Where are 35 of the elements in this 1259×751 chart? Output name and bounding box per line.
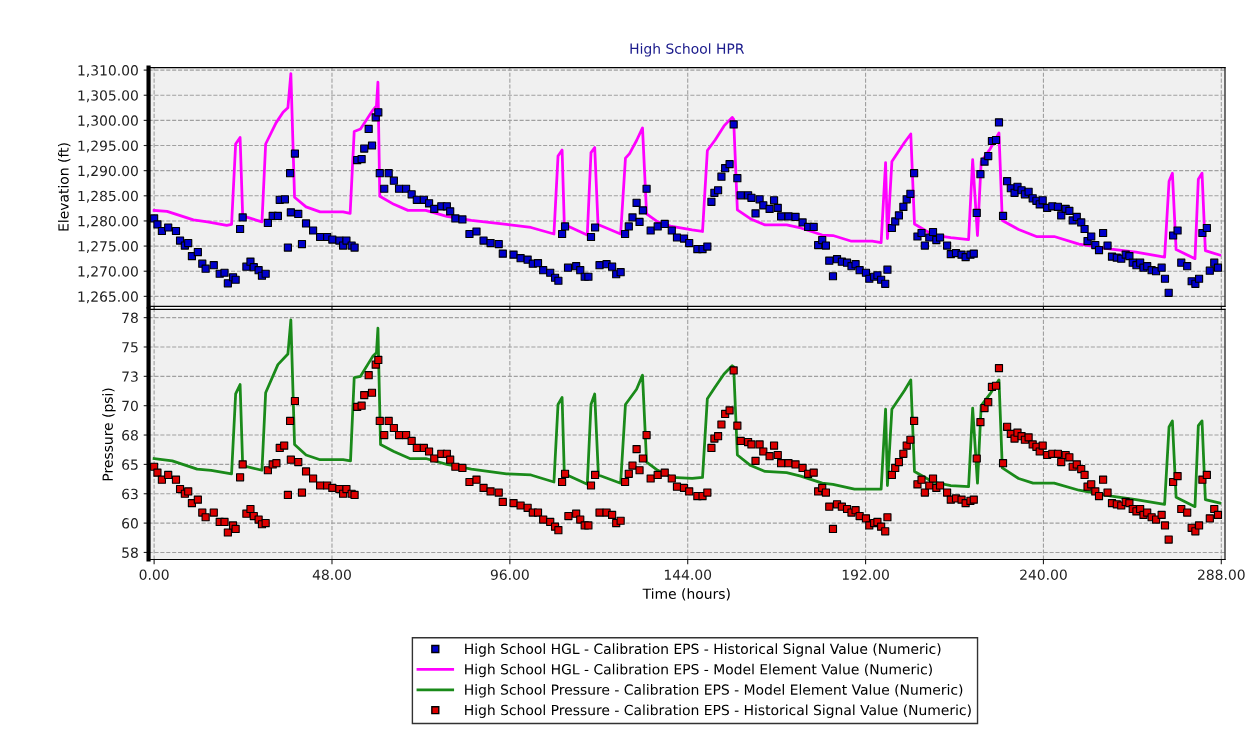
y-tick-label: 1,285.00	[78, 190, 138, 203]
x-tick-label: 240.00	[1020, 569, 1067, 580]
line-series	[152, 72, 1222, 261]
x-tick-label: 96.00	[490, 569, 529, 580]
x-tick-label: 48.00	[312, 569, 351, 580]
chart-title: High School HPR	[630, 43, 745, 57]
y-tick-label: 63	[122, 488, 138, 500]
y-tick-label: 78	[122, 312, 138, 324]
legend-label: High School Pressure - Calibration EPS - Model Element Value (Numeric)	[465, 684, 963, 698]
x-tick-label: 288.00	[1198, 569, 1245, 580]
x-axis-title: Time (hours)	[642, 588, 730, 601]
y-tick-label: 1,290.00	[78, 165, 138, 178]
y-tick-label: 68	[122, 430, 138, 441]
y-tick-label: 1,280.00	[78, 215, 138, 228]
x-tick-label: 144.00	[664, 569, 712, 580]
y-tick-label: 1,295.00	[78, 140, 138, 153]
legend-label: High School HGL - Calibration EPS - Historical Signal Value (Numeric)	[465, 643, 941, 657]
y-tick-label: 73	[122, 371, 138, 382]
legend-label: High School Pressure - Calibration EPS - Historical Signal Value (Numeric)	[465, 704, 971, 718]
y-tick-label: 58	[122, 547, 138, 558]
y-tick-label: 75	[122, 342, 138, 353]
y-tick-label: 1,265.00	[78, 291, 138, 304]
x-tick-label: 0.00	[139, 569, 169, 580]
y-tick-label: 1,305.00	[78, 90, 138, 103]
x-tick-label: 192.00	[842, 569, 889, 580]
y-tick-label: 65	[122, 459, 138, 470]
y-axis-title: Elevation (ft)	[57, 143, 71, 231]
y-tick-label: 1,310.00	[78, 65, 138, 77]
y-axis-title: Pressure (psi)	[102, 388, 116, 481]
y-tick-label: 60	[122, 518, 138, 529]
y-tick-label: 1,300.00	[78, 115, 138, 128]
y-tick-label: 1,275.00	[78, 241, 138, 253]
y-tick-label: 70	[122, 400, 138, 412]
y-tick-label: 1,270.00	[78, 266, 138, 279]
legend-label: High School HGL - Calibration EPS - Model Element Value (Numeric)	[465, 663, 932, 678]
